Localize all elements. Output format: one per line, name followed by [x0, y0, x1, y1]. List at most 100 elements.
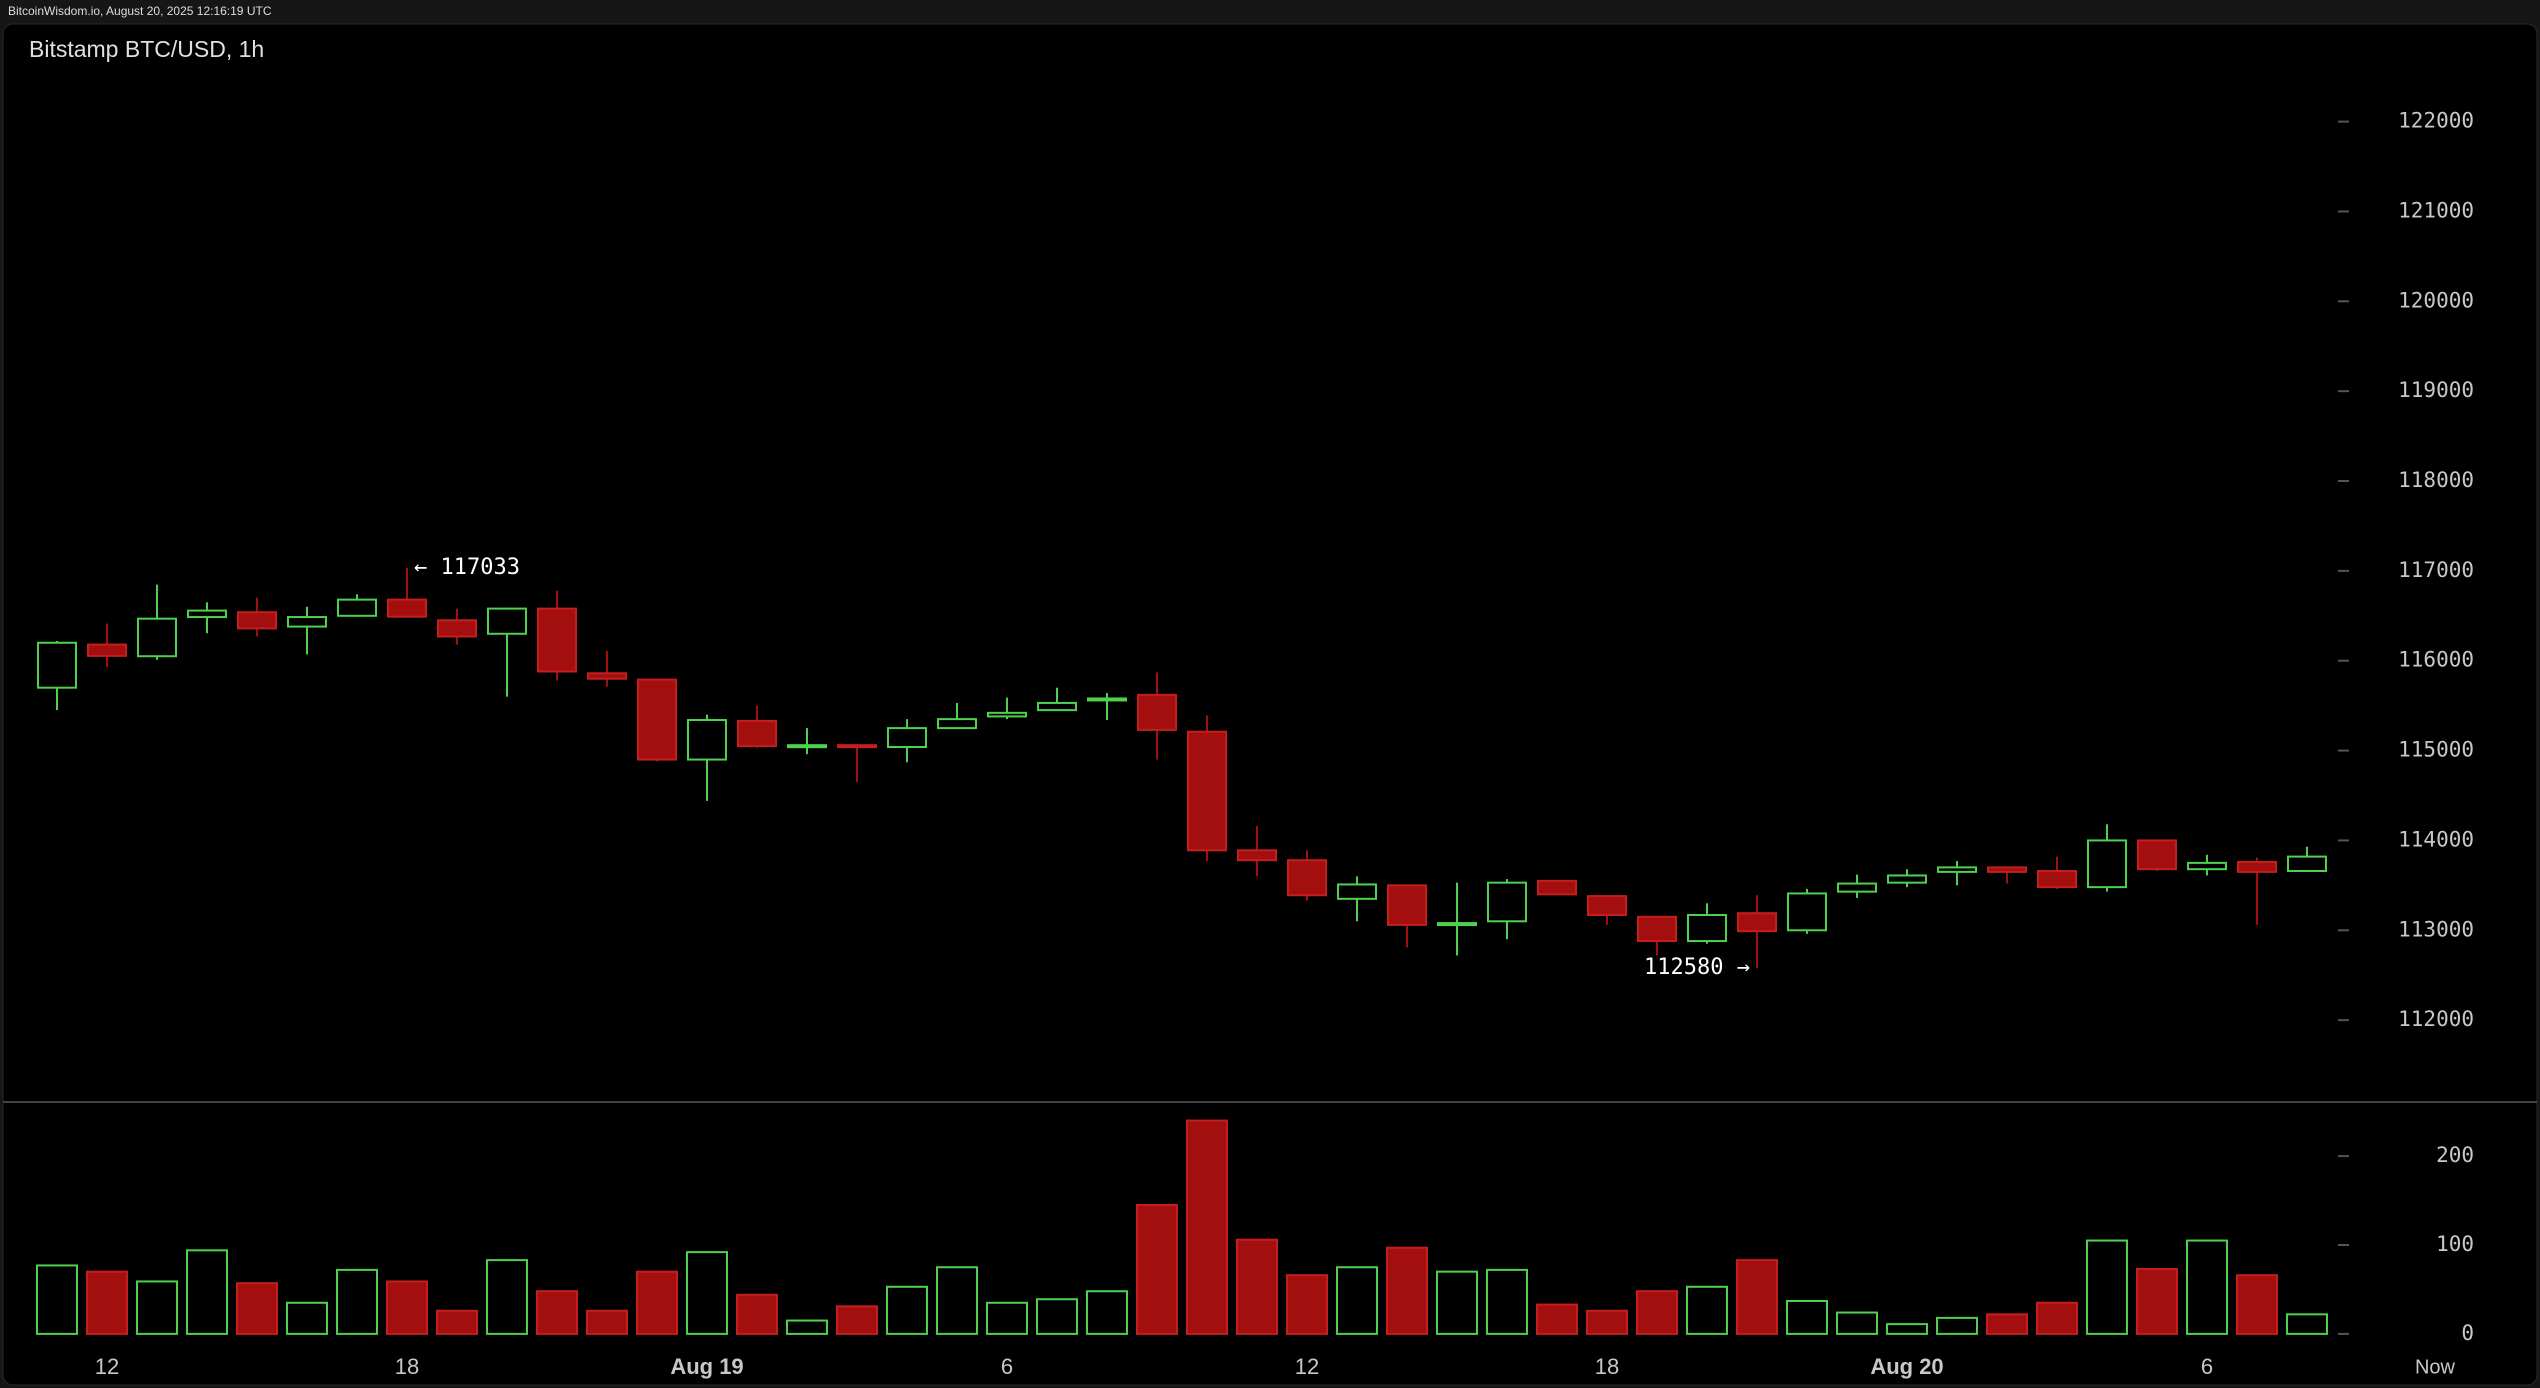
volume-bar [386, 1280, 428, 1335]
x-tick-label: 18 [1595, 1354, 1619, 1379]
candle-body [337, 598, 377, 617]
y-tick-label: 120000 [2398, 288, 2474, 312]
candle-body [687, 719, 727, 761]
candle-body [2087, 839, 2127, 889]
volume-bar [1436, 1270, 1478, 1335]
candle-body [1537, 879, 1577, 896]
volume-bar [436, 1309, 478, 1335]
volume-tick-label: 0 [2461, 1321, 2474, 1345]
volume-bar [1186, 1119, 1228, 1335]
y-tick-label: 114000 [2398, 827, 2474, 851]
volume-bar [2036, 1301, 2078, 1335]
volume-tick-label: 100 [2436, 1232, 2474, 1256]
x-tick-label: 6 [1001, 1354, 1013, 1379]
volume-bar [736, 1293, 778, 1335]
volume-bar [786, 1319, 828, 1335]
volume-bar [1336, 1266, 1378, 1335]
x-tick-label: Aug 19 [670, 1354, 743, 1379]
volume-bar [86, 1270, 128, 1335]
x-tick-label: 12 [95, 1354, 119, 1379]
candle-body [1037, 701, 1077, 712]
annotation: 112580 → [1644, 955, 1750, 980]
candle-body [87, 643, 127, 657]
chart-title: Bitstamp BTC/USD, 1h [29, 36, 264, 62]
volume-bar [186, 1249, 228, 1335]
candle-body [1337, 883, 1377, 900]
volume-bar [1986, 1313, 2028, 1335]
y-tick-label: 117000 [2398, 558, 2474, 582]
volume-bar [2236, 1274, 2278, 1335]
volume-bar [2136, 1268, 2178, 1335]
candle-body [1487, 881, 1527, 923]
candle-body [737, 719, 777, 748]
volume-bar [486, 1259, 528, 1335]
volume-bar [586, 1309, 628, 1335]
y-tick-label: 112000 [2398, 1007, 2474, 1031]
volume-bar [236, 1282, 278, 1335]
candle-body [837, 744, 877, 749]
candle-body [787, 744, 827, 749]
x-tick-label: 12 [1295, 1354, 1319, 1379]
candle-body [1187, 730, 1227, 852]
volume-bar [1486, 1268, 1528, 1335]
volume-bar [36, 1264, 78, 1335]
volume-bar [1386, 1246, 1428, 1335]
volume-bar [336, 1268, 378, 1335]
volume-bar [2286, 1313, 2328, 1335]
candle-body [1287, 859, 1327, 897]
candle-body [1437, 922, 1477, 927]
volume-bar [1236, 1238, 1278, 1335]
volume-bar [1936, 1316, 1978, 1335]
volume-bar [1786, 1300, 1828, 1335]
y-tick-label: 122000 [2398, 109, 2474, 133]
volume-bar [286, 1301, 328, 1335]
candle-body [187, 609, 227, 619]
y-tick-label: 115000 [2398, 738, 2474, 762]
volume-bar [1536, 1303, 1578, 1335]
x-tick-label: 6 [2201, 1354, 2213, 1379]
candle-body [2037, 869, 2077, 889]
candle-body [1937, 866, 1977, 873]
volume-bar [136, 1280, 178, 1335]
volume-bar [986, 1301, 1028, 1335]
x-tick-label: 18 [395, 1354, 419, 1379]
candle-body [387, 598, 427, 618]
volume-bar [1586, 1309, 1628, 1335]
candle-body [2187, 861, 2227, 871]
candle-body [937, 718, 977, 730]
volume-bar [1736, 1259, 1778, 1335]
volume-bar [1686, 1285, 1728, 1335]
volume-bar [636, 1270, 678, 1335]
volume-bar [686, 1251, 728, 1335]
annotation: ← 117033 [414, 555, 520, 580]
volume-bar [1886, 1323, 1928, 1335]
candle-body [1087, 697, 1127, 702]
volume-bar [1636, 1290, 1678, 1335]
candle-body [37, 641, 77, 689]
candle-body [587, 672, 627, 680]
volume-bar [1136, 1204, 1178, 1335]
volume-bar [1286, 1274, 1328, 1335]
volume-bar [1836, 1311, 1878, 1335]
candle-body [2137, 839, 2177, 871]
candle-body [2287, 855, 2327, 872]
y-tick-label: 118000 [2398, 468, 2474, 492]
volume-tick-label: 200 [2436, 1143, 2474, 1167]
header: BitcoinWisdom.io, August 20, 2025 12:16:… [8, 4, 272, 18]
candle-body [887, 727, 927, 748]
volume-bar [886, 1285, 928, 1335]
candle-body [1387, 884, 1427, 926]
candle-body [2237, 860, 2277, 873]
candle-body [1587, 895, 1627, 917]
y-tick-label: 119000 [2398, 378, 2474, 402]
volume-bar [1086, 1290, 1128, 1335]
candle-body [1987, 866, 2027, 873]
candle-body [1737, 912, 1777, 933]
candle-body [237, 611, 277, 630]
candle-body [1887, 874, 1927, 884]
candle-body [1787, 892, 1827, 932]
candle-body [287, 616, 327, 628]
y-tick-label: 113000 [2398, 917, 2474, 941]
candle-body [1837, 882, 1877, 893]
candle-body [1237, 849, 1277, 862]
